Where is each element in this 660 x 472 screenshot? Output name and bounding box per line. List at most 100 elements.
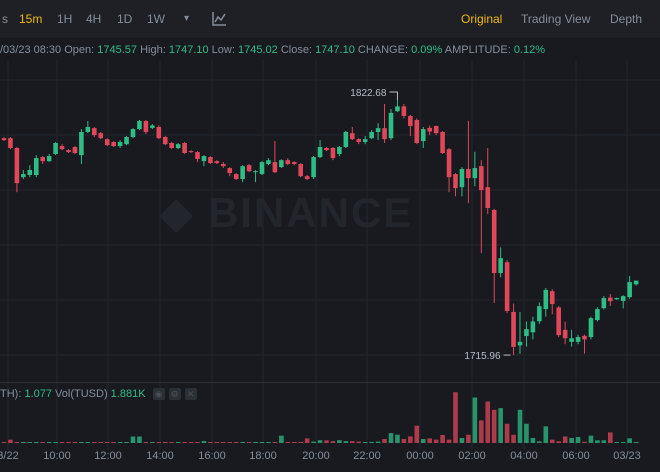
volume-bar <box>291 442 297 443</box>
interval-1d[interactable]: 1D <box>117 12 133 26</box>
volume-bar <box>298 442 303 443</box>
volume-bar <box>233 442 239 443</box>
volume-bar <box>246 442 252 443</box>
candle-body <box>620 296 626 301</box>
volume-bar <box>388 433 394 443</box>
high-label: High: <box>140 44 166 56</box>
interval-4h[interactable]: 4H <box>86 12 102 26</box>
candlestick-chart[interactable]: 1822.68 1715.96 <box>0 60 660 450</box>
volume-bar <box>491 409 497 443</box>
interval-1w[interactable]: 1W <box>147 12 165 26</box>
candle-body <box>362 139 368 143</box>
interval-1h[interactable]: 1H <box>57 12 73 26</box>
eye-icon[interactable]: ◉ <box>152 388 165 401</box>
time-axis-label: 03/23 <box>613 450 641 462</box>
time-axis-label: 00:00 <box>406 450 434 462</box>
volume-bar <box>85 442 91 443</box>
candle-body <box>259 162 265 175</box>
volume-bar <box>59 442 65 443</box>
volume-bar <box>253 442 258 443</box>
candle-body <box>433 126 439 134</box>
volume-bar <box>117 442 123 443</box>
candle-body <box>382 128 387 140</box>
volume-bar <box>311 441 316 443</box>
close-icon[interactable]: ✕ <box>184 388 197 401</box>
view-original[interactable]: Original <box>461 12 503 26</box>
candle-body <box>72 147 78 154</box>
volume-bar <box>614 441 620 443</box>
volume-bar <box>543 426 549 443</box>
candle-body <box>375 128 381 132</box>
candle-body <box>208 157 213 164</box>
candle-body <box>562 329 568 339</box>
time-axis-label: 22:00 <box>353 450 381 462</box>
candle-body <box>330 147 336 159</box>
candle-body <box>401 106 407 116</box>
candle-body <box>214 161 220 164</box>
candle-body <box>414 120 420 143</box>
volume-bar <box>498 408 503 443</box>
volume-bar <box>175 442 181 443</box>
volume-bar <box>504 423 510 443</box>
volume-bar <box>124 442 129 443</box>
close-value: 1747.10 <box>315 44 355 56</box>
candle-body <box>337 147 342 154</box>
volume-bar <box>208 442 213 443</box>
volume-bar <box>8 439 13 443</box>
time-axis-label: 18:00 <box>249 450 277 462</box>
volume-bar <box>537 441 542 443</box>
max-price-pointer <box>389 91 398 100</box>
volume-bar <box>214 442 220 443</box>
view-depth[interactable]: Depth <box>610 12 643 26</box>
candle-body <box>311 157 316 178</box>
candle-body <box>137 120 142 130</box>
volume-bar <box>627 438 632 443</box>
interval-seconds[interactable]: s <box>2 12 8 26</box>
candle-body <box>8 138 13 148</box>
time-axis-label: 12:00 <box>94 450 122 462</box>
low-value: 1745.02 <box>237 44 278 56</box>
gear-icon[interactable]: ⚙ <box>168 388 181 401</box>
volume-bar <box>375 441 381 443</box>
volume-bar <box>466 434 471 443</box>
volume-bar <box>440 435 445 443</box>
candle-body <box>14 147 20 184</box>
min-price-label: 1715.96 <box>464 351 501 362</box>
volume-bar <box>337 440 342 443</box>
candle-body <box>343 131 349 148</box>
toolbar: s 15m 1H 4H 1D 1W ▾ Original Trading Vie… <box>0 0 660 38</box>
volume-bar <box>569 437 574 443</box>
volume-legend: TH): 1.077 Vol(TUSD) 1.881K ◉ ⚙ ✕ <box>0 388 197 401</box>
volume-bar <box>182 442 187 443</box>
candle-body <box>479 166 484 191</box>
candle-body <box>549 291 555 305</box>
volume-bar <box>27 442 33 443</box>
volume-bar <box>279 435 284 443</box>
candle-body <box>504 262 510 311</box>
volume-bar <box>350 441 355 443</box>
time-axis-label: 16:00 <box>198 450 226 462</box>
volume-bar <box>272 442 278 443</box>
more-intervals-dropdown-icon[interactable]: ▾ <box>184 13 190 24</box>
volume-bar <box>227 442 233 443</box>
volume-bar <box>608 432 613 443</box>
interval-15m[interactable]: 15m <box>19 12 43 26</box>
volume-bar <box>479 420 484 443</box>
volume-bar <box>317 440 323 443</box>
candle-body <box>317 147 323 158</box>
vol-eth-value: 1.077 <box>24 388 52 400</box>
volume-bar <box>595 440 600 443</box>
chart-line-icon[interactable] <box>212 11 227 29</box>
candle-body <box>517 341 523 346</box>
open-label: Open: <box>64 44 95 56</box>
candle-body <box>175 144 181 148</box>
candle-body <box>498 258 503 273</box>
volume-bar <box>195 442 200 443</box>
candle-body <box>395 106 400 112</box>
vol-tusd-label: Vol(TUSD) <box>55 388 108 400</box>
view-trading-view[interactable]: Trading View <box>521 12 591 26</box>
volume-bar <box>530 437 536 443</box>
candle-body <box>556 307 561 336</box>
volume-bar <box>92 442 97 443</box>
candle-body <box>85 126 91 132</box>
